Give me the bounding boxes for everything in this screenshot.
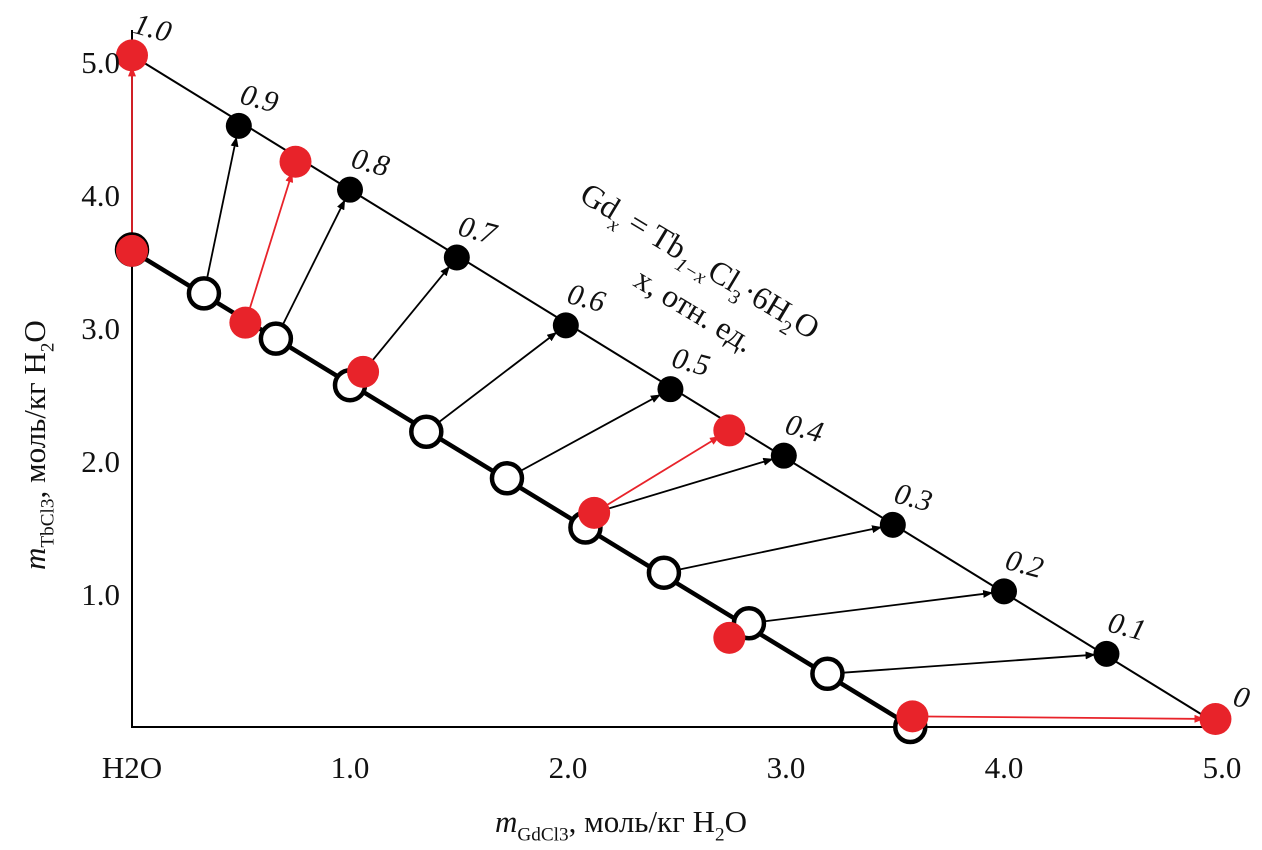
y-axis-label: mTbCl3, моль/кг H2O: [17, 320, 59, 570]
text-part: O: [788, 303, 826, 346]
point-label: 0.1: [1105, 606, 1150, 648]
open-black-point: [646, 555, 682, 590]
point-label: 0.5: [669, 341, 714, 383]
x-axis-label: mGdCl3, моль/кг H2O: [495, 804, 747, 846]
y-tick-label: 3.0: [81, 311, 120, 346]
text-part: 3: [38, 499, 59, 509]
arrow: [244, 172, 294, 323]
point-label: 0: [1230, 680, 1253, 716]
solid-black-point: [770, 442, 797, 469]
y-tick-label: 4.0: [81, 178, 120, 213]
arrow: [593, 435, 720, 514]
point-label: 0.9: [237, 78, 282, 120]
solid-black-point: [879, 511, 906, 538]
open-black-point: [489, 461, 525, 496]
text-part: 2: [38, 343, 59, 353]
red-lower-point: [116, 234, 148, 267]
solid-black-point: [991, 578, 1017, 605]
arrow: [275, 199, 346, 340]
y-tick-label: 2.0: [81, 444, 120, 479]
text-part: , моль/кг H: [17, 352, 52, 498]
text-part: , моль/кг H: [569, 804, 715, 839]
text-part: O: [17, 320, 52, 342]
text-part: GdCl: [517, 825, 559, 846]
arrow: [506, 394, 661, 480]
red-lower-point: [229, 306, 262, 339]
solid-black-point: [552, 312, 579, 339]
y-tick-label: 5.0: [81, 45, 120, 80]
open-black-point: [409, 414, 444, 449]
arrow: [203, 136, 239, 294]
solid-black-point: [225, 112, 252, 139]
red-upper-point: [713, 414, 746, 447]
arrow: [362, 266, 450, 373]
text-part: TbCl: [38, 508, 59, 547]
red-upper-point: [1199, 703, 1232, 736]
x-tick-label: 1.0: [331, 750, 370, 785]
point-label: 0.6: [564, 277, 609, 319]
red-lower-point: [713, 621, 746, 654]
y-tick-label: 1.0: [81, 577, 120, 612]
point-label: 0.8: [348, 142, 393, 184]
solid-black-point: [1093, 640, 1120, 667]
red-upper-point: [116, 39, 148, 72]
text-part: O: [725, 804, 747, 839]
point-label: 0.7: [455, 210, 502, 252]
solid-black-point: [443, 244, 470, 271]
text-part: m: [495, 804, 517, 839]
arrow: [425, 331, 558, 433]
open-black-point: [186, 276, 222, 311]
arrow: [827, 651, 1096, 675]
text-part: 2: [715, 825, 725, 846]
text-part: m: [17, 548, 52, 570]
open-black-point: [810, 656, 845, 692]
x-tick-label: 3.0: [767, 750, 806, 785]
point-label: 0.4: [782, 408, 827, 450]
open-black-point: [258, 321, 294, 356]
x-tick-label: 4.0: [985, 750, 1024, 785]
arrow: [593, 457, 774, 514]
x-tick-label-h2o: H2O: [102, 750, 162, 785]
red-lower-point: [896, 700, 929, 733]
x-tick-label: 5.0: [1203, 750, 1242, 785]
red-lower-point: [347, 355, 380, 388]
red-lower-point: [578, 496, 611, 529]
point-label: 0.3: [891, 477, 936, 519]
arrow: [663, 525, 883, 574]
x-tick-label: 2.0: [549, 750, 588, 785]
solid-black-point: [337, 176, 363, 203]
arrow: [748, 589, 994, 625]
solid-black-point: [657, 376, 684, 403]
arrow: [912, 714, 1205, 723]
red-upper-point: [279, 145, 312, 178]
point-label: 0.2: [1002, 543, 1047, 585]
text-part: 3: [559, 825, 569, 846]
